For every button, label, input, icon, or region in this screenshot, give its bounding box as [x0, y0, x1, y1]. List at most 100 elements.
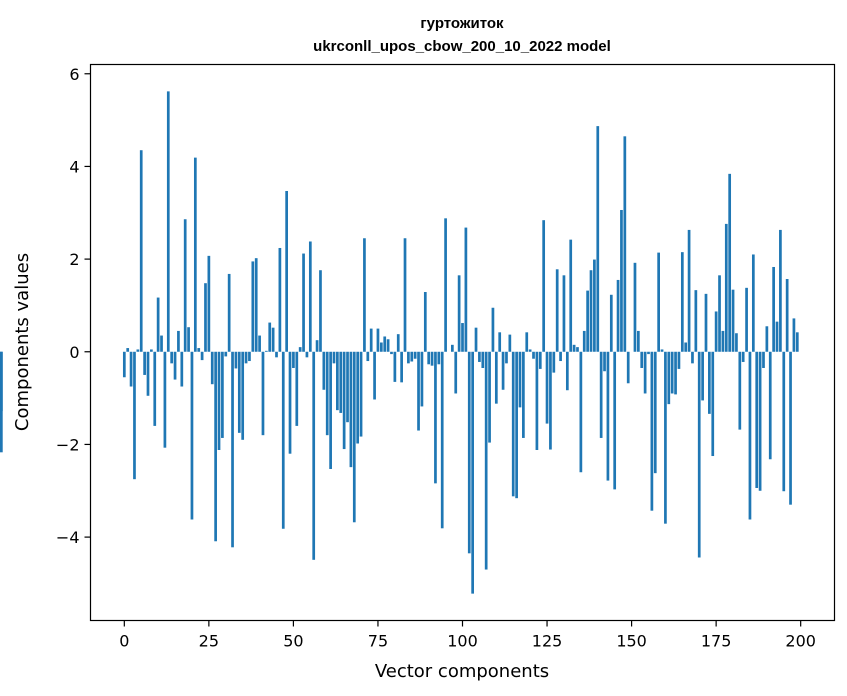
- bar-28: [217, 351, 221, 450]
- bar-89: [423, 292, 427, 352]
- bar-24: [204, 283, 207, 352]
- bar-170: [697, 351, 701, 558]
- bar-67: [349, 351, 353, 468]
- bar-174: [711, 351, 715, 457]
- bar-154: [643, 351, 647, 394]
- bar-85: [410, 351, 414, 362]
- bar-155: [647, 351, 650, 355]
- bar-62: [332, 351, 336, 364]
- bar-43: [268, 322, 272, 352]
- bar-134: [576, 347, 579, 352]
- bar-29: [221, 351, 224, 438]
- bar-41: [261, 351, 265, 436]
- bar-84: [407, 351, 410, 364]
- bar-117: [518, 351, 522, 408]
- bar-137: [586, 290, 589, 352]
- bar-31: [227, 273, 231, 352]
- bar-53: [302, 253, 305, 352]
- bar-93: [437, 351, 441, 365]
- bar-6: [143, 351, 146, 375]
- x-tick-label-25: 25: [199, 632, 219, 651]
- bar-171: [701, 351, 704, 401]
- bar-27: [214, 351, 217, 542]
- bar-98: [454, 351, 458, 394]
- bar-74: [373, 351, 376, 400]
- bar-97: [451, 344, 454, 352]
- bar-173: [708, 351, 711, 414]
- x-tick-label-200: 200: [785, 632, 816, 651]
- bar-36: [244, 351, 248, 364]
- bar-177: [721, 330, 725, 352]
- bar-92: [434, 351, 437, 484]
- bar-77: [383, 336, 387, 352]
- bar-51: [295, 351, 299, 426]
- y-tick-label--4: −4: [56, 528, 80, 547]
- bar-167: [687, 229, 691, 352]
- bar-190: [765, 326, 769, 352]
- bar-59: [322, 351, 326, 390]
- bar-122: [535, 351, 539, 450]
- bar-105: [478, 351, 481, 362]
- chart-title: гуртожиток: [420, 15, 504, 32]
- bar-63: [336, 351, 339, 411]
- bar-169: [694, 290, 698, 352]
- x-tick-label-150: 150: [616, 632, 647, 651]
- bar-131: [565, 351, 569, 391]
- x-tick-label-50: 50: [283, 632, 303, 651]
- bar-172: [704, 293, 708, 352]
- x-axis-ticks: 0 25 50 75 100 125 150 175 200: [119, 620, 816, 651]
- bar-61: [329, 351, 332, 469]
- bar-32: [231, 351, 234, 548]
- bar-5: [139, 150, 143, 352]
- bar-124: [542, 220, 546, 352]
- bar-194: [779, 229, 782, 352]
- y-tick-label-6: 6: [69, 65, 79, 84]
- bar-115: [511, 351, 515, 497]
- bar-129: [559, 351, 562, 362]
- bar-45: [275, 351, 278, 358]
- bar-152: [637, 330, 640, 352]
- bar-166: [684, 342, 688, 352]
- bar-57: [315, 340, 319, 352]
- bar-103: [471, 351, 474, 594]
- x-tick-label-0: 0: [119, 632, 129, 651]
- bar-47: [281, 351, 285, 529]
- bar-37: [248, 351, 251, 362]
- bar-118: [522, 351, 525, 438]
- bar-82: [400, 351, 403, 383]
- bar-133: [572, 344, 576, 352]
- bar-44: [271, 327, 275, 352]
- bar-54: [305, 351, 309, 358]
- bar-87: [417, 351, 420, 431]
- bar-187: [755, 351, 759, 488]
- bar-83: [403, 238, 407, 352]
- bar-189: [762, 351, 765, 368]
- bar-95: [444, 218, 447, 352]
- bar-106: [481, 351, 485, 368]
- bar-153: [640, 351, 644, 368]
- bar-64: [339, 351, 343, 413]
- bar-38: [251, 261, 255, 352]
- y-axis-ticks: −4 −2 0 2 4 6: [56, 65, 91, 547]
- bar-136: [582, 330, 586, 352]
- bar-0: [122, 351, 126, 378]
- bar-88: [420, 351, 424, 407]
- bar-12: [163, 351, 167, 448]
- bar-140: [596, 126, 600, 352]
- bar-132: [569, 239, 573, 352]
- bar-113: [505, 351, 508, 364]
- x-tick-label-175: 175: [701, 632, 732, 651]
- y-axis-label: Components values: [12, 253, 33, 431]
- bar-69: [356, 351, 360, 444]
- bar-192: [772, 266, 775, 352]
- bar-168: [691, 351, 694, 364]
- bar-111: [498, 332, 502, 352]
- x-axis-label: Vector components: [375, 661, 549, 682]
- y-tick-label-2: 2: [69, 250, 79, 269]
- chart-subtitle: ukrconll_upos_cbow_200_10_2022 model: [313, 38, 611, 55]
- bar-23: [200, 351, 204, 361]
- bar-151: [633, 262, 637, 352]
- bar-60: [325, 351, 329, 436]
- bar-68: [352, 351, 356, 523]
